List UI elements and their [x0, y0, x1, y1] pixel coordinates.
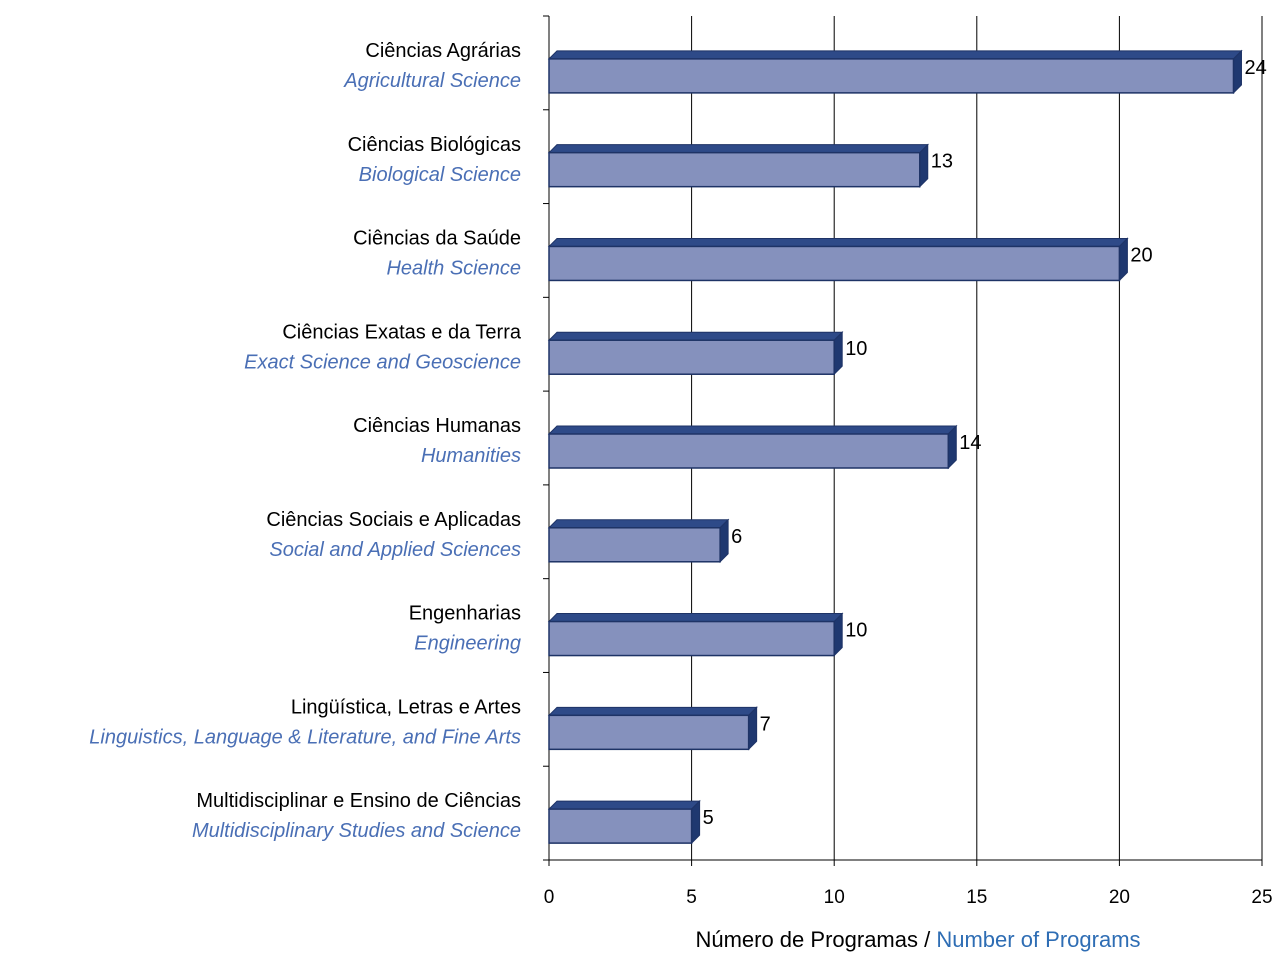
- x-axis-title-pt: Número de Programas /: [695, 927, 931, 952]
- category-label-pt: Ciências Exatas e da Terra: [282, 321, 522, 343]
- bar-front-face: [548, 714, 750, 751]
- bar-value-label: 24: [1244, 57, 1266, 79]
- category-label-pt: Ciências Sociais e Aplicadas: [266, 509, 521, 531]
- category-label-pt: Lingüística, Letras e Artes: [291, 696, 521, 718]
- category-label-pt: Ciências da Saúde: [353, 228, 521, 250]
- bar-side-face: [833, 331, 843, 376]
- x-axis-title: Número de Programas / Number of Programs: [695, 927, 1140, 952]
- bar-value-label: 10: [845, 620, 867, 642]
- bar-front-face: [548, 245, 1121, 282]
- category-label-en: Social and Applied Sciences: [269, 539, 521, 561]
- category-label-en: Exact Science and Geoscience: [244, 351, 521, 373]
- bar-front-face: [548, 151, 921, 188]
- bar-side-face: [691, 799, 701, 845]
- x-tick-label: 25: [1251, 887, 1272, 908]
- x-tick-label: 10: [824, 887, 845, 908]
- bar-top-face: [547, 706, 758, 716]
- bar-side-face: [719, 518, 729, 563]
- category-label-pt: Multidisciplinar e Ensino de Ciências: [196, 790, 521, 812]
- bar: [547, 612, 844, 657]
- x-tick-label: 15: [966, 887, 987, 908]
- bar-value-label: 6: [731, 526, 742, 548]
- value-labels: 24 13 20 10 14 6 10 7 5: [703, 57, 1267, 829]
- bar-value-label: 14: [959, 432, 981, 454]
- bar-front-face: [548, 433, 950, 469]
- bar-side-face: [1232, 49, 1242, 95]
- category-label-en: Linguistics, Language & Literature, and …: [89, 726, 521, 748]
- bar: [547, 237, 1129, 282]
- category-label-pt: Ciências Humanas: [353, 415, 521, 437]
- bar-top-face: [547, 331, 844, 341]
- category-labels: Ciências Agrárias Agricultural Science Ciê…: [89, 40, 522, 842]
- category-label-pt: Ciências Agrárias: [365, 40, 521, 62]
- x-tick-label: 5: [686, 887, 697, 908]
- bar-front-face: [548, 620, 835, 657]
- bar-front-face: [548, 527, 721, 563]
- bar: [547, 706, 758, 751]
- bar: [547, 424, 958, 470]
- bars: [547, 49, 1243, 845]
- bar-value-label: 10: [845, 338, 867, 360]
- bar-front-face: [548, 808, 693, 844]
- bar-top-face: [547, 800, 701, 810]
- bar-top-face: [547, 144, 929, 154]
- bar-value-label: 5: [703, 807, 714, 829]
- bar-front-face: [548, 339, 835, 375]
- bar-front-face: [548, 58, 1235, 94]
- bar-top-face: [547, 237, 1129, 247]
- bar: [547, 143, 929, 188]
- category-label-en: Humanities: [421, 445, 521, 467]
- x-tick-label: 0: [544, 887, 555, 908]
- category-label-en: Biological Science: [359, 164, 521, 186]
- bar: [547, 331, 844, 376]
- category-label-en: Multidisciplinary Studies and Science: [192, 820, 521, 842]
- bar-side-face: [919, 143, 929, 188]
- bar-side-face: [748, 706, 758, 751]
- bar-side-face: [1118, 237, 1128, 282]
- bar-top-face: [547, 613, 844, 623]
- bar: [547, 518, 730, 563]
- bar-top-face: [547, 425, 958, 435]
- category-label-pt: Engenharias: [409, 603, 521, 625]
- x-tick-label: 20: [1109, 887, 1130, 908]
- bar-side-face: [833, 612, 843, 657]
- bar-value-label: 13: [931, 151, 953, 173]
- bar-top-face: [547, 519, 730, 529]
- x-axis-title-en: Number of Programs: [936, 927, 1140, 952]
- bar-top-face: [547, 50, 1243, 60]
- bar: [547, 799, 701, 845]
- category-label-en: Health Science: [386, 258, 521, 280]
- category-label-en: Agricultural Science: [343, 70, 521, 92]
- category-label-en: Engineering: [414, 633, 521, 655]
- bar: [547, 49, 1243, 95]
- bar-value-label: 7: [760, 713, 771, 735]
- bar-value-label: 20: [1130, 244, 1152, 266]
- category-label-pt: Ciências Biológicas: [348, 134, 521, 156]
- x-tick-labels: 0 5 10 15 20 25: [544, 887, 1273, 908]
- bar-side-face: [947, 424, 957, 470]
